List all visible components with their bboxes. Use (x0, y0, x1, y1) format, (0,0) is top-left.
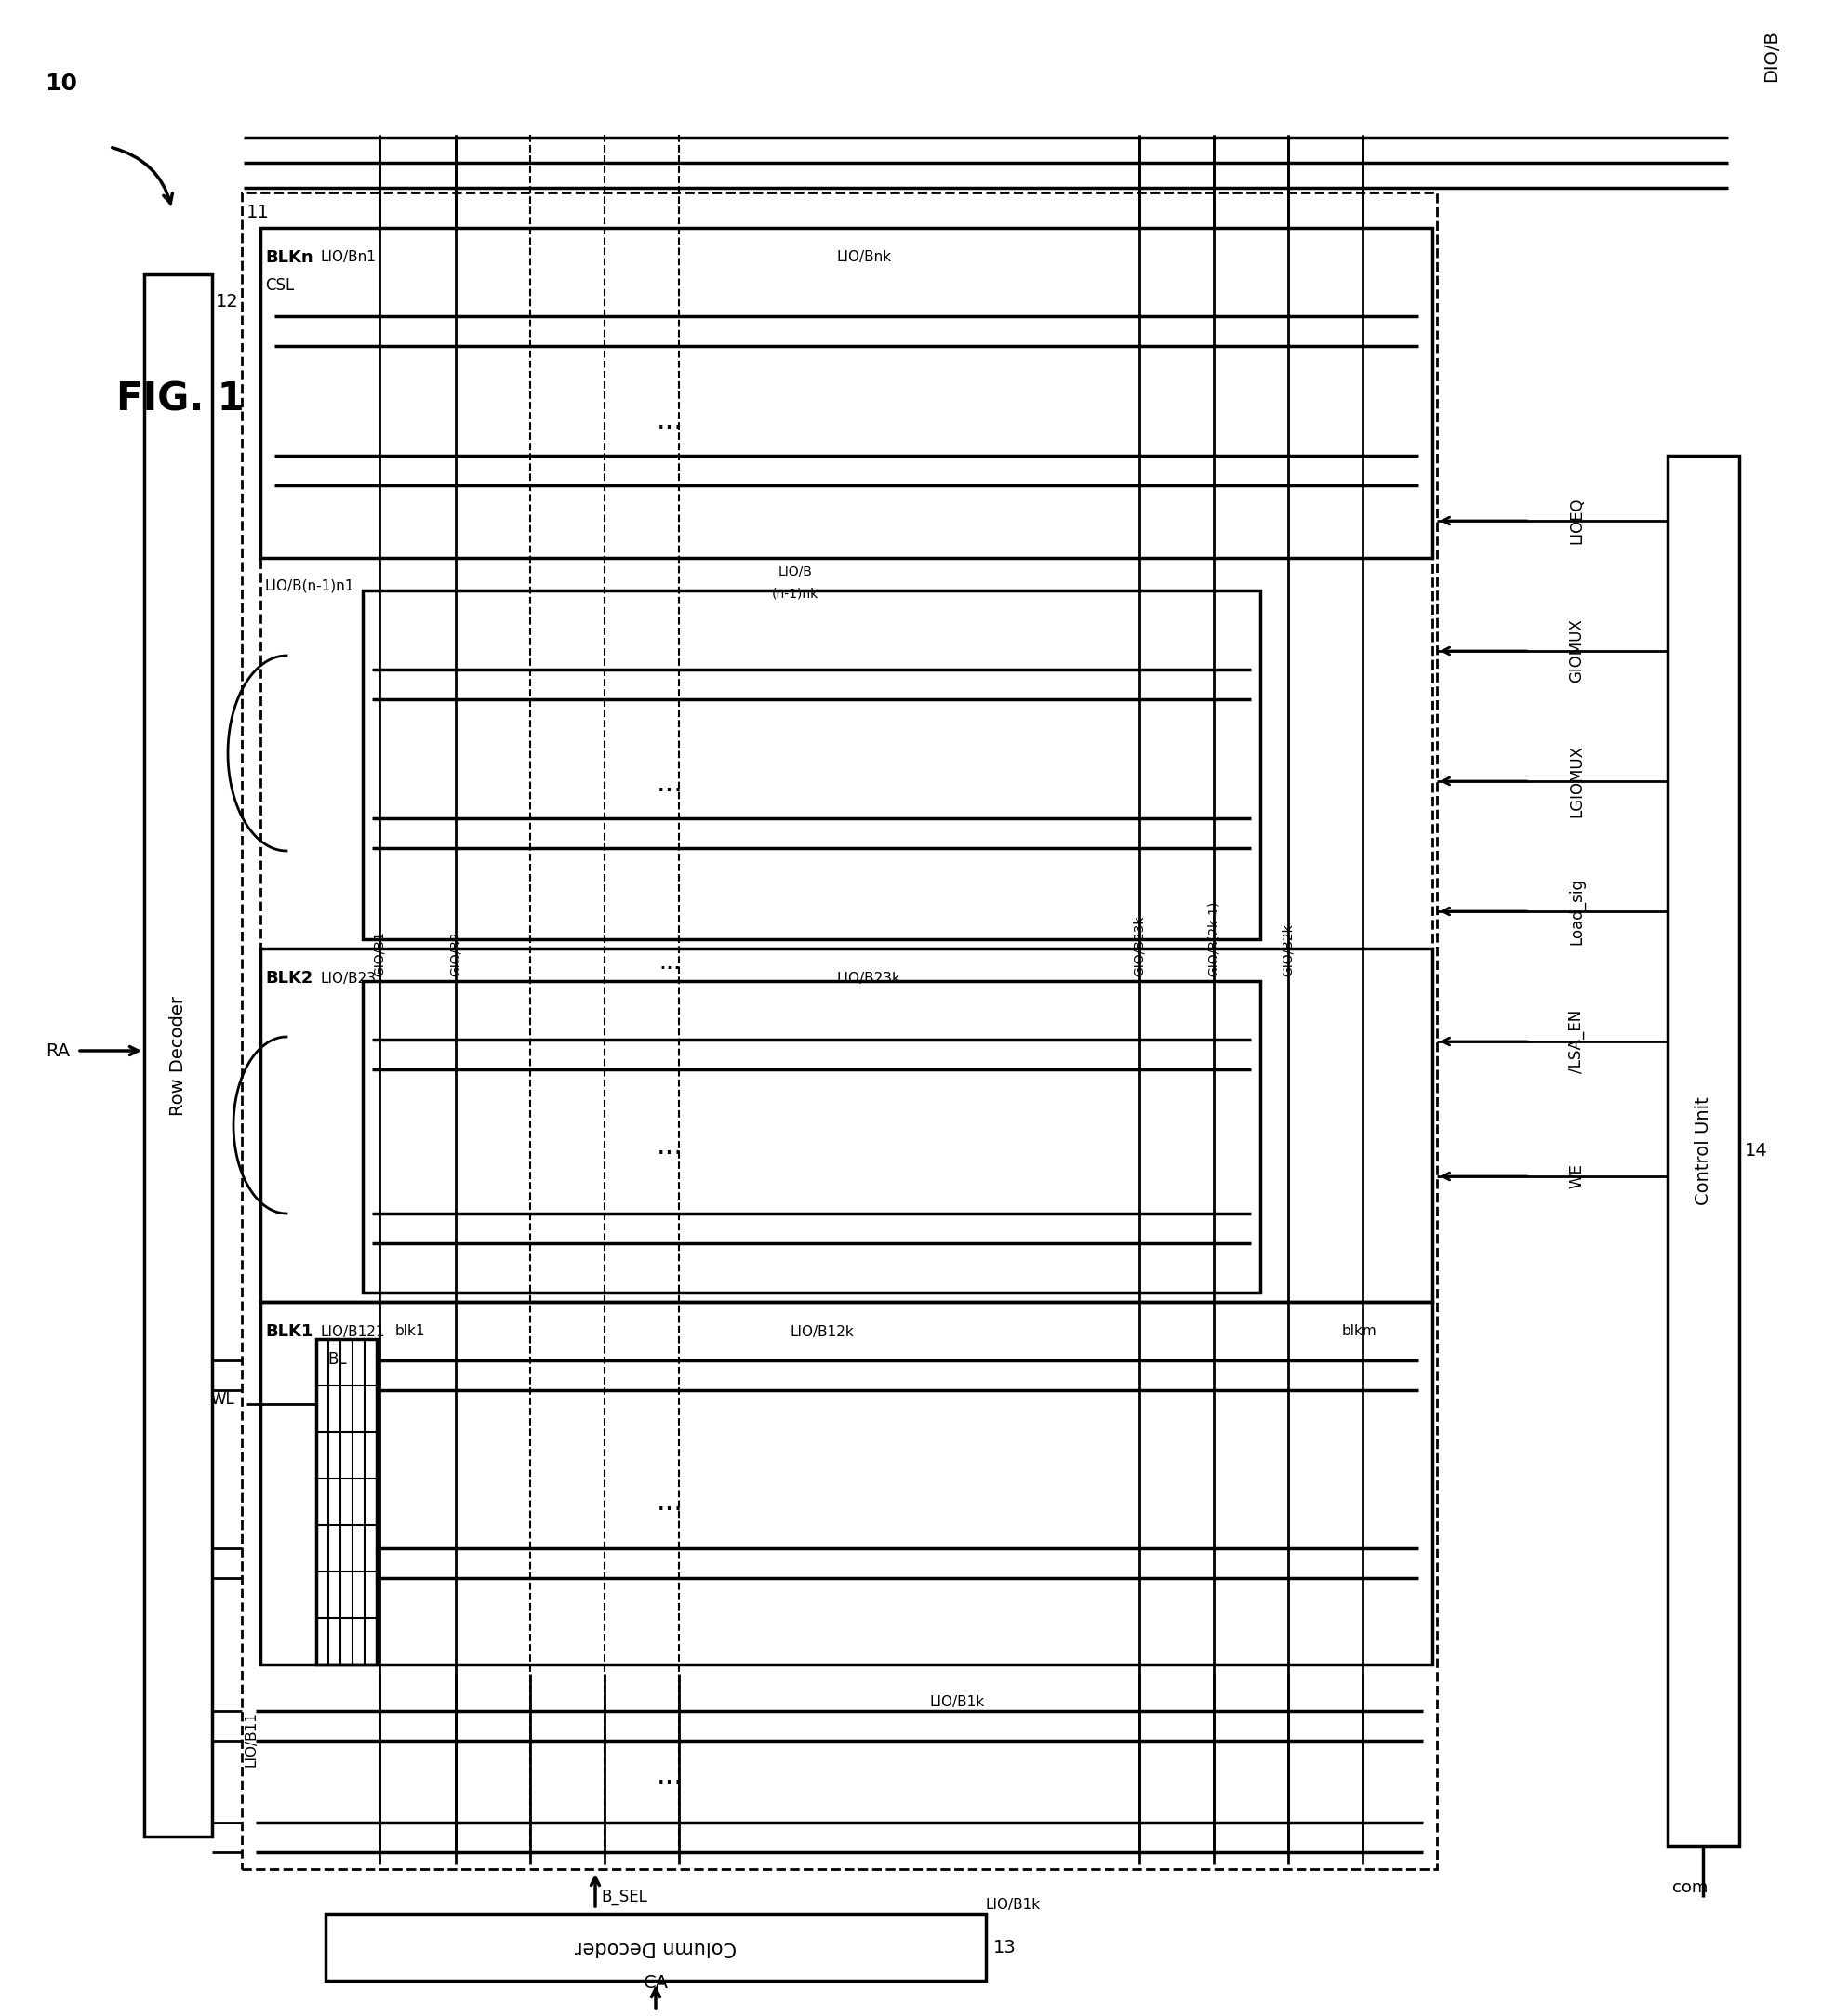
Bar (363, 982, 1261, 1292)
Text: Column Decoder: Column Decoder (574, 1937, 736, 1956)
Text: ...: ... (656, 1762, 683, 1790)
Bar (317, 1339, 377, 1665)
Text: BLK2: BLK2 (264, 970, 313, 986)
Text: Load_sig: Load_sig (1569, 877, 1585, 946)
Text: ...: ... (656, 407, 683, 433)
Text: ...: ... (656, 1488, 683, 1516)
Text: WE: WE (1569, 1163, 1585, 1189)
Text: 12: 12 (215, 294, 239, 310)
Bar (261, 948, 1432, 1302)
Text: LIO/B11: LIO/B11 (244, 1712, 259, 1766)
Text: Control Unit: Control Unit (1694, 1097, 1713, 1206)
Text: LIO/B231: LIO/B231 (321, 972, 386, 986)
Text: LGIOMUX: LGIOMUX (1569, 744, 1585, 816)
Text: B_SEL: B_SEL (601, 1889, 647, 1905)
Text: LIO/B: LIO/B (778, 564, 813, 579)
Text: com: com (1673, 1879, 1707, 1895)
Text: GIO/B23k: GIO/B23k (1133, 915, 1146, 976)
Text: LIO/B(n-1)n1: LIO/B(n-1)n1 (264, 579, 355, 593)
Text: GIOMUX: GIOMUX (1569, 619, 1585, 683)
Bar (1667, 456, 1740, 1847)
Text: blkm: blkm (1341, 1325, 1376, 1339)
Text: (n-1)nk: (n-1)nk (773, 587, 818, 601)
Text: 11: 11 (246, 204, 270, 222)
Text: ...: ... (656, 770, 683, 796)
Text: WL: WL (210, 1391, 235, 1407)
Bar (363, 591, 1261, 939)
Text: GIO/B2k: GIO/B2k (1281, 923, 1295, 976)
Text: BLK1: BLK1 (264, 1322, 313, 1341)
Text: LIO/B23k: LIO/B23k (836, 972, 902, 986)
Text: LIO/Bnk: LIO/Bnk (836, 250, 893, 264)
Text: ...: ... (658, 952, 681, 974)
Text: LIO/B12k: LIO/B12k (791, 1325, 855, 1339)
Text: GIO/B1: GIO/B1 (374, 931, 386, 976)
Text: ...: ... (656, 1133, 683, 1159)
Bar (144, 274, 211, 1837)
Text: LIOEQ: LIOEQ (1569, 498, 1585, 544)
Text: FIG. 1: FIG. 1 (117, 381, 244, 419)
Bar (261, 228, 1432, 558)
Text: LIO/B1k: LIO/B1k (929, 1695, 986, 1710)
Text: RA: RA (46, 1042, 69, 1060)
Bar (326, 1913, 986, 1980)
Text: CSL: CSL (264, 276, 293, 294)
Text: /LSA_EN: /LSA_EN (1569, 1010, 1585, 1073)
Text: LIO/Bn1: LIO/Bn1 (321, 250, 377, 264)
Text: CA: CA (643, 1974, 669, 1992)
Text: BLKn: BLKn (264, 250, 313, 266)
Bar (261, 1302, 1432, 1665)
Text: GIO/B(2k-1): GIO/B(2k-1) (1208, 901, 1221, 976)
Bar (242, 192, 1438, 1869)
Text: GIO/B2: GIO/B2 (450, 931, 463, 976)
Text: Row Decoder: Row Decoder (169, 996, 188, 1115)
Text: 14: 14 (1745, 1141, 1767, 1159)
Text: LIO/B1k: LIO/B1k (986, 1897, 1040, 1911)
Text: 10: 10 (46, 73, 77, 95)
Text: DIO/B: DIO/B (1764, 30, 1780, 83)
Text: BL: BL (328, 1351, 346, 1369)
Text: LIO/B121: LIO/B121 (321, 1325, 386, 1339)
Text: 13: 13 (993, 1937, 1017, 1956)
Bar (261, 228, 1432, 948)
Text: blk1: blk1 (395, 1325, 426, 1339)
